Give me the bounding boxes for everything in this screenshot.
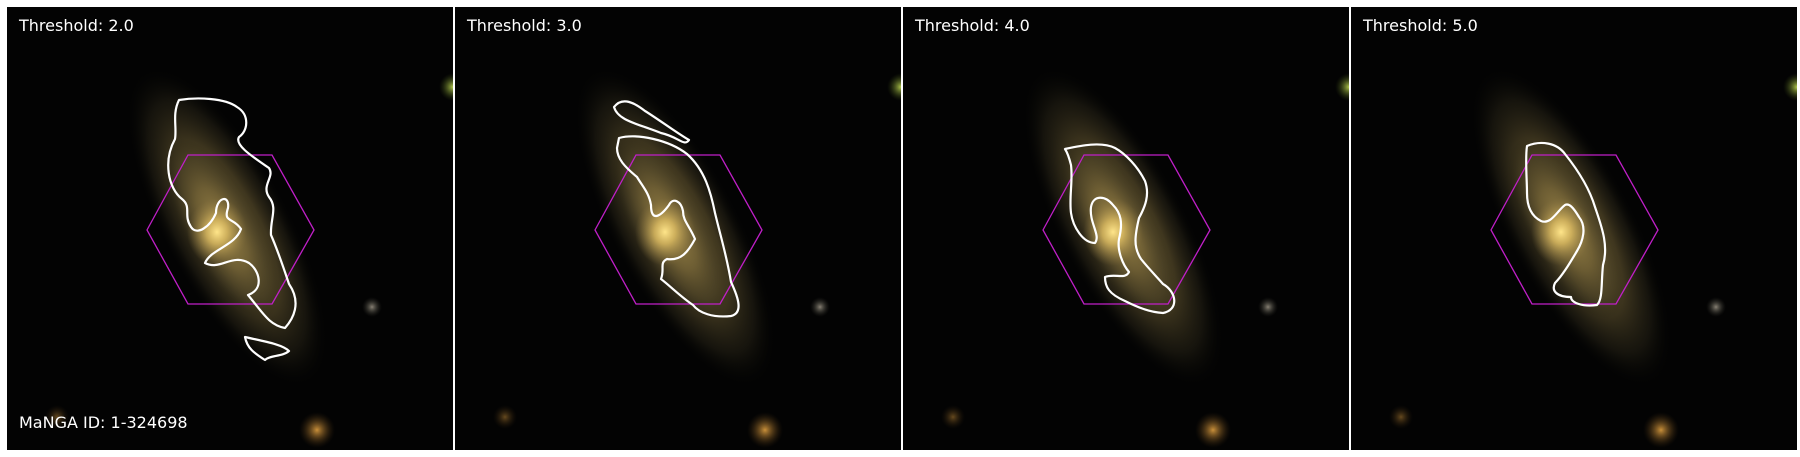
ifu-hexagon [1490, 154, 1659, 305]
ifu-hexagon [1042, 154, 1211, 305]
ifu-hexagon [594, 154, 763, 305]
galaxy-panel-threshold-2: Threshold: 2.0 MaNGA ID: 1-324698 [7, 7, 453, 450]
ifu-hexagon [146, 154, 315, 305]
threshold-label: Threshold: 2.0 [19, 16, 134, 35]
manga-id-label: MaNGA ID: 1-324698 [19, 413, 188, 432]
contour-outline [167, 97, 297, 330]
galaxy-panel-threshold-5: Threshold: 5.0 [1351, 7, 1797, 450]
contour-outline [1525, 141, 1607, 307]
threshold-label: Threshold: 3.0 [467, 16, 582, 35]
threshold-label: Threshold: 4.0 [915, 16, 1030, 35]
contour-outline [243, 335, 291, 362]
contour-outline [612, 100, 691, 144]
galaxy-image-3 [903, 7, 1349, 450]
galaxy-panel-threshold-4: Threshold: 4.0 [903, 7, 1349, 450]
galaxy-panel-threshold-3: Threshold: 3.0 [455, 7, 901, 450]
galaxy-image-1 [7, 7, 453, 450]
galaxy-image-4 [1351, 7, 1797, 450]
contour-outline [615, 135, 740, 318]
threshold-label: Threshold: 5.0 [1363, 16, 1478, 35]
galaxy-image-2 [455, 7, 901, 450]
contour-outline [1063, 143, 1176, 315]
